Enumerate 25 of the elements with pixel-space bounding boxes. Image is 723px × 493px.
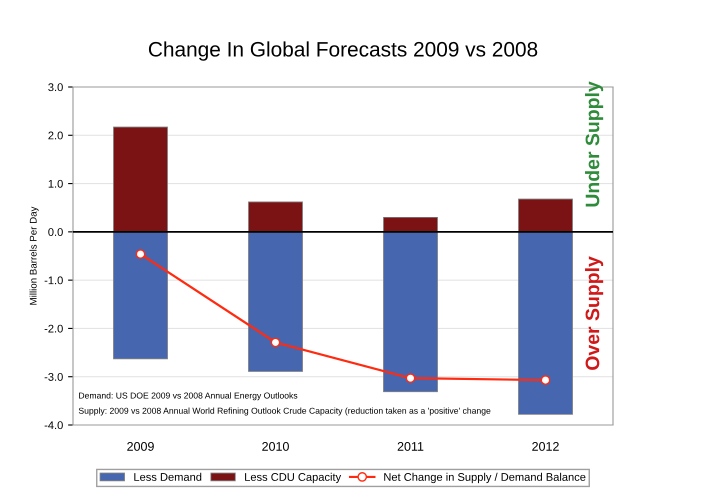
x-tick-label: 2011 — [398, 442, 424, 451]
legend-label: Less CDU Capacity — [245, 472, 342, 484]
y-tick-label: -3.0 — [44, 372, 63, 381]
x-tick-label: 2010 — [262, 442, 289, 451]
legend-label: Less Demand — [134, 472, 202, 481]
point — [406, 373, 416, 384]
chart-title: Change In Global Forecasts 2009 vs 2008 — [148, 41, 538, 61]
y-tick-label: 2.0 — [48, 132, 63, 140]
legend-label: Net Change in Supply / Demand Balance — [384, 472, 586, 484]
annotation: Supply: 2009 vs 2008 Annual World Refining Outlook Crude Capacity (reduction taken as a 'positive' change — [78, 407, 490, 416]
y-tick-label: 1.0 — [48, 180, 63, 188]
point — [270, 338, 280, 348]
annotation: Demand: US DOE 2009 vs 2008 Annual Energy Outlooks — [79, 392, 298, 400]
x-tick-label: 2012 — [532, 442, 559, 451]
y-tick-label: -4.0 — [44, 421, 63, 430]
y-tick-label: 3.0 — [48, 83, 63, 92]
point — [540, 375, 550, 385]
annotation: Under Supply — [585, 81, 604, 206]
x-tick-label: 2009 — [127, 442, 154, 451]
y-tick-label: -1.0 — [44, 276, 63, 284]
y-tick-label: -2.0 — [44, 324, 63, 333]
point — [136, 249, 146, 259]
y-tick-label: 0.0 — [48, 228, 63, 236]
annotation: Over Supply — [585, 256, 604, 370]
y-axis-title: Million Barrels Per Day — [30, 206, 39, 305]
